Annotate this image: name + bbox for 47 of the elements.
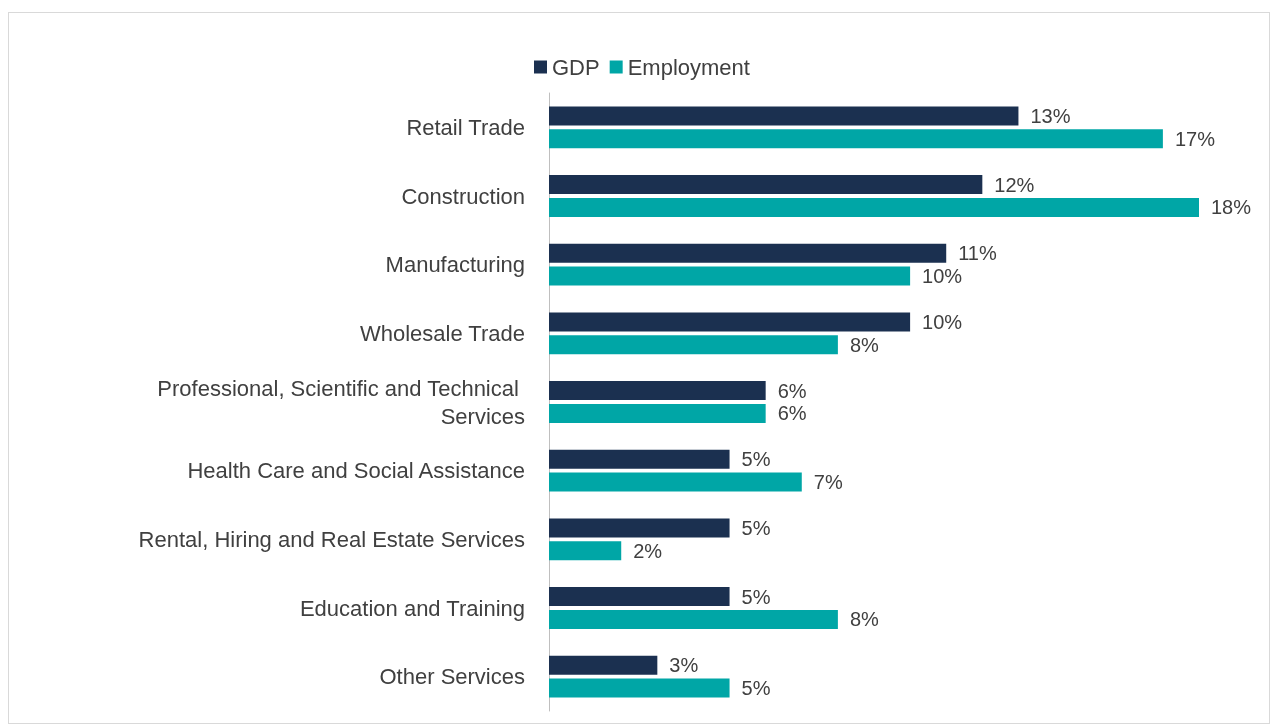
data-label: 12%: [994, 173, 1035, 196]
bar: [549, 266, 911, 286]
data-label: 6%: [777, 379, 807, 402]
bar: [549, 587, 730, 607]
bar: [549, 609, 838, 629]
data-label: 7%: [813, 471, 843, 494]
data-label: 11%: [958, 242, 997, 265]
bar: [549, 403, 766, 423]
y-tick-label: Wholesale Trade: [359, 320, 525, 346]
data-label: 8%: [849, 608, 880, 631]
data-label: 5%: [741, 677, 771, 700]
bar: [549, 472, 802, 492]
bar: [549, 541, 622, 561]
y-tick-label: Health Care and Social Assistance: [187, 458, 525, 484]
bar: [549, 449, 730, 469]
data-label: 17%: [1174, 127, 1216, 150]
data-label: 5%: [741, 448, 771, 471]
y-tick-label: Manufacturing: [385, 252, 525, 278]
bar: [549, 129, 1163, 149]
bar: [549, 381, 766, 401]
y-tick-label: Rental, Hiring and Real Estate Services: [138, 526, 525, 552]
bar: [549, 175, 983, 195]
bar: [549, 197, 1199, 217]
bar: [549, 243, 947, 263]
data-label: 2%: [633, 539, 663, 562]
data-label: 6%: [777, 402, 807, 425]
data-label: 10%: [922, 310, 963, 333]
bar: [549, 335, 838, 355]
bar: [549, 678, 730, 698]
y-tick-label: Construction: [401, 183, 525, 209]
bar: [549, 106, 1019, 126]
bar: [549, 655, 658, 675]
y-tick-label: Retail Trade: [406, 114, 525, 140]
bar: [549, 518, 730, 538]
data-label: 5%: [741, 516, 771, 539]
data-label: 5%: [741, 585, 771, 608]
y-tick-label: Other Services: [379, 664, 525, 690]
bar: [549, 312, 911, 332]
y-tick-label: Professional, Scientific and Technical Services: [157, 375, 525, 429]
legend-label: Employment: [627, 54, 750, 80]
data-label: 18%: [1211, 196, 1252, 219]
data-label: 8%: [849, 333, 880, 356]
data-label: 3%: [669, 654, 699, 677]
y-tick-label: Education and Training: [299, 595, 525, 621]
data-label: 13%: [1030, 104, 1071, 127]
data-label: 10%: [922, 265, 963, 288]
legend-label: GDP: [552, 54, 600, 80]
